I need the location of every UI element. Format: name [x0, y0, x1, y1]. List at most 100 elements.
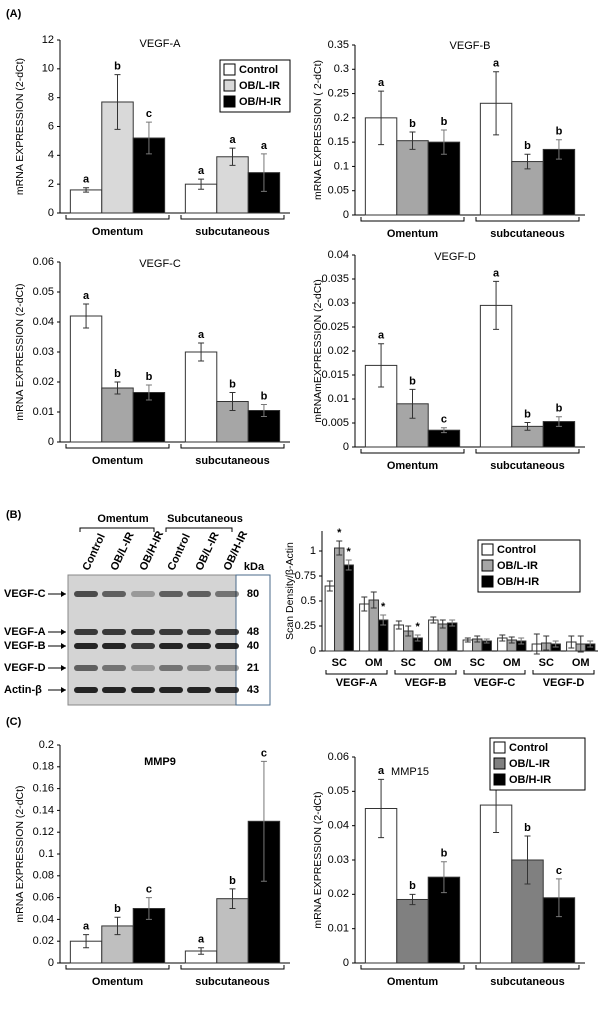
y-tick-label: 0.025 [321, 321, 349, 333]
significance-label: b [524, 822, 531, 834]
y-tick-label: 4 [48, 149, 54, 161]
significance-label: b [441, 116, 448, 128]
error-bar [83, 187, 90, 193]
significance-label: a [198, 329, 205, 341]
error-bar [449, 619, 456, 627]
chart-title: MMP9 [144, 756, 176, 768]
error-bar [474, 635, 481, 643]
band [102, 591, 126, 597]
y-tick-label: 0 [343, 209, 349, 221]
significance-label: b [556, 403, 563, 415]
row-label: VEGF-D [4, 662, 46, 674]
significance-label: c [146, 884, 152, 896]
error-bar [555, 878, 562, 918]
x-tick-label: OM [503, 657, 521, 669]
error-bar [345, 559, 352, 571]
error-bar [114, 916, 121, 936]
y-tick-label: 0.14 [33, 804, 54, 816]
band [159, 687, 183, 693]
y-tick-label: 0.06 [328, 751, 349, 763]
y-tick-label: 0.35 [328, 39, 349, 51]
arrow-head [61, 629, 66, 635]
blot-group-label: Subcutaneous [167, 513, 243, 525]
x-tick-label: SC [539, 657, 554, 669]
significance-label: b [114, 368, 121, 380]
significance-label: b [409, 880, 416, 892]
y-tick-label: 0.035 [321, 273, 349, 285]
error-bar [508, 636, 515, 644]
significance-label: a [261, 140, 268, 152]
arrow-head [61, 643, 66, 649]
error-bar [568, 635, 575, 649]
error-bar [440, 861, 447, 894]
lane-label: OB/H-IR [137, 529, 166, 572]
legend-swatch [223, 79, 236, 92]
significance-label: a [198, 165, 205, 177]
y-tick-label: 0.1 [334, 160, 349, 172]
lane-label: Control [165, 532, 192, 573]
band [215, 643, 239, 649]
significance-label: a [493, 267, 500, 279]
band [102, 629, 126, 635]
error-bar [198, 178, 205, 190]
significance-label: * [347, 546, 352, 558]
x-tick-label: subcutaneous [195, 976, 270, 988]
error-bar [145, 384, 152, 401]
x-tick-label: OM [572, 657, 590, 669]
bracket [360, 449, 465, 454]
lane-label: OB/L-IR [193, 530, 221, 572]
group-label: VEGF-B [405, 677, 447, 689]
x-tick-label: subcutaneous [490, 976, 565, 988]
y-tick-label: 0.5 [301, 595, 316, 607]
y-tick-label: 0.01 [33, 406, 54, 418]
panel-label: (B) [6, 509, 22, 521]
error-bar [361, 596, 368, 612]
bar [101, 387, 134, 443]
error-bar [440, 427, 447, 434]
band [74, 629, 98, 635]
kda-value: 80 [247, 588, 259, 600]
x-tick-label: OM [434, 657, 452, 669]
y-tick-label: 0.02 [33, 376, 54, 388]
y-tick-label: 10 [42, 63, 54, 75]
error-bar [543, 635, 550, 651]
significance-label: b [556, 126, 563, 138]
y-tick-label: 0.02 [328, 888, 349, 900]
y-tick-label: 0.02 [33, 935, 54, 947]
x-tick-label: subcutaneous [195, 226, 270, 238]
error-bar [395, 620, 402, 630]
legend-label: OB/H-IR [509, 774, 551, 786]
band [187, 687, 211, 693]
y-tick-label: 0.005 [321, 417, 349, 429]
error-bar [409, 893, 416, 906]
kda-value: 40 [247, 640, 259, 652]
error-bar [83, 934, 90, 949]
bar [396, 898, 429, 964]
y-tick-label: 0.04 [328, 249, 349, 261]
significance-label: a [83, 174, 90, 186]
legend-swatch [481, 559, 494, 572]
y-tick-label: 0.04 [33, 316, 54, 328]
error-bar [552, 640, 559, 648]
error-bar [378, 778, 385, 839]
error-bar [229, 147, 236, 166]
error-bar [378, 343, 385, 388]
y-tick-label: 0.06 [33, 256, 54, 268]
y-tick-label: 2 [48, 178, 54, 190]
bar [511, 161, 544, 216]
legend-label: OB/L-IR [239, 80, 280, 92]
arrow-head [61, 665, 66, 671]
error-bar [414, 634, 421, 642]
chart-title: VEGF-B [450, 40, 491, 52]
y-tick-label: 0.04 [328, 820, 349, 832]
y-tick-label: 0.2 [39, 739, 54, 751]
y-tick-label: 0.03 [328, 854, 349, 866]
chart-title: VEGF-A [140, 38, 182, 50]
legend-label: OB/H-IR [497, 576, 539, 588]
error-bar [370, 591, 377, 609]
x-tick-label: Omentum [92, 976, 144, 988]
band [102, 665, 126, 671]
error-bar [229, 888, 236, 909]
x-tick-label: Omentum [92, 226, 144, 238]
